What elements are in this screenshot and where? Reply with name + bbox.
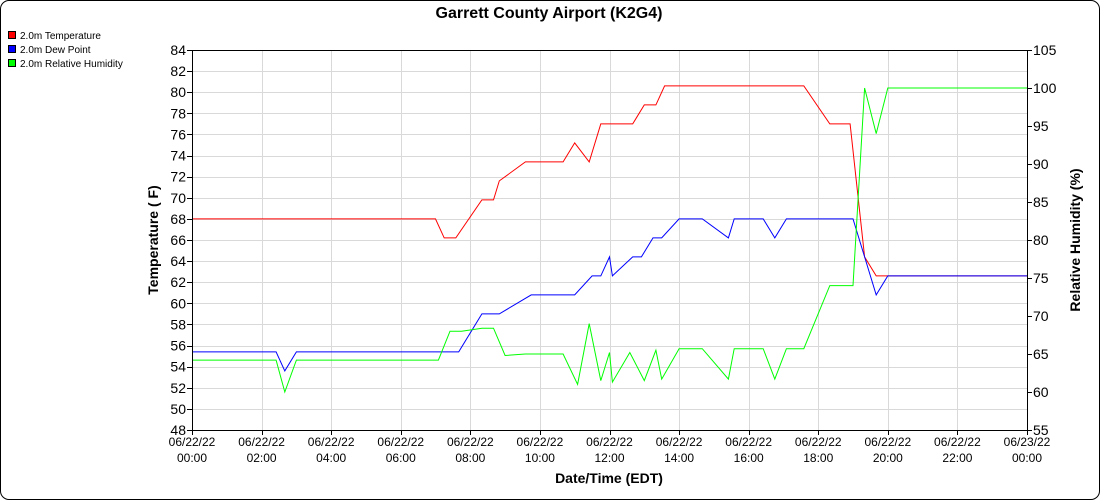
x-tick-label-date: 06/22/22 — [517, 435, 564, 449]
right-tick-label: 55 — [1033, 422, 1049, 438]
x-tick-label-time: 08:00 — [455, 451, 485, 465]
left-tick-label: 64 — [170, 253, 186, 269]
x-tick-label-time: 00:00 — [1012, 451, 1042, 465]
x-tick-label-time: 10:00 — [525, 451, 555, 465]
x-tick-label-date: 06/22/22 — [308, 435, 355, 449]
right-tick-label: 80 — [1033, 232, 1049, 248]
left-axis-ticks: 48 50 52 54 56 58 60 62 64 66 68 70 72 74 76 78 80 82 84 — [170, 42, 192, 438]
legend-label: 2.0m Dew Point — [20, 45, 91, 56]
right-tick-label: 60 — [1033, 384, 1049, 400]
x-tick-label-date: 06/22/22 — [725, 435, 772, 449]
x-tick-label-time: 12:00 — [594, 451, 624, 465]
series-line-2-0m-temperature — [192, 85, 1027, 277]
x-tick-label-time: 04:00 — [316, 451, 346, 465]
left-tick-label: 58 — [170, 316, 186, 332]
x-tick-label-date: 06/22/22 — [586, 435, 633, 449]
left-tick-label: 68 — [170, 211, 186, 227]
x-tick-label-date: 06/22/22 — [447, 435, 494, 449]
right-tick-label: 90 — [1033, 156, 1049, 172]
x-tick-label-date: 06/22/22 — [864, 435, 911, 449]
left-tick-label: 50 — [170, 401, 186, 417]
right-tick-label: 85 — [1033, 194, 1049, 210]
x-axis-label: Date/Time (EDT) — [555, 470, 663, 486]
x-axis-ticks: 06/22/22 00:00 06/22/22 02:00 06/22/22 04:00 0… — [169, 430, 1051, 465]
x-tick-label-time: 22:00 — [942, 451, 972, 465]
right-tick-label: 65 — [1033, 346, 1049, 362]
chart-title: Garrett County Airport (K2G4) — [436, 5, 663, 22]
right-axis-label: Relative Humidity (%) — [1067, 168, 1083, 311]
left-tick-label: 66 — [170, 232, 186, 248]
series-line-2-0m-dew-point — [192, 218, 1027, 372]
left-tick-label: 84 — [170, 42, 186, 58]
legend-swatch — [8, 59, 16, 67]
left-tick-label: 78 — [170, 105, 186, 121]
left-tick-label: 60 — [170, 295, 186, 311]
legend-swatch — [8, 45, 16, 53]
x-tick-label-date: 06/23/22 — [1004, 435, 1051, 449]
left-tick-label: 70 — [170, 190, 186, 206]
x-tick-label-time: 14:00 — [664, 451, 694, 465]
series-lines — [192, 85, 1027, 394]
x-tick-label-time: 16:00 — [734, 451, 764, 465]
right-tick-label: 105 — [1033, 42, 1057, 58]
x-tick-label-date: 06/22/22 — [934, 435, 981, 449]
x-tick-label-time: 18:00 — [803, 451, 833, 465]
left-tick-label: 80 — [170, 84, 186, 100]
left-tick-label: 48 — [170, 422, 186, 438]
left-axis-label: Temperature ( F) — [145, 185, 161, 294]
left-tick-label: 54 — [170, 359, 186, 375]
right-tick-label: 100 — [1033, 80, 1057, 96]
legend-swatch — [8, 31, 16, 39]
x-tick-label-date: 06/22/22 — [377, 435, 424, 449]
legend-label: 2.0m Temperature — [20, 31, 101, 42]
left-tick-label: 62 — [170, 274, 186, 290]
left-tick-label: 56 — [170, 338, 186, 354]
x-tick-label-date: 06/22/22 — [656, 435, 703, 449]
x-tick-label-time: 00:00 — [177, 451, 207, 465]
right-tick-label: 75 — [1033, 270, 1049, 286]
series-line-2-0m-relative-humidity — [192, 87, 1027, 394]
x-tick-label-time: 20:00 — [873, 451, 903, 465]
right-tick-label: 70 — [1033, 308, 1049, 324]
left-tick-label: 72 — [170, 169, 186, 185]
legend: 2.0m Temperature 2.0m Dew Point 2.0m Relat… — [8, 31, 123, 70]
left-tick-label: 52 — [170, 380, 186, 396]
left-tick-label: 74 — [170, 148, 186, 164]
x-tick-label-date: 06/22/22 — [795, 435, 842, 449]
x-tick-label-date: 06/22/22 — [169, 435, 216, 449]
left-tick-label: 76 — [170, 126, 186, 142]
x-tick-label-time: 06:00 — [386, 451, 416, 465]
left-tick-label: 82 — [170, 63, 186, 79]
right-tick-label: 95 — [1033, 118, 1049, 134]
x-tick-label-date: 06/22/22 — [238, 435, 285, 449]
legend-label: 2.0m Relative Humidity — [20, 59, 123, 70]
x-tick-label-time: 02:00 — [247, 451, 277, 465]
right-axis-ticks: 55 60 65 70 75 80 85 90 95 100 105 — [1027, 42, 1057, 438]
